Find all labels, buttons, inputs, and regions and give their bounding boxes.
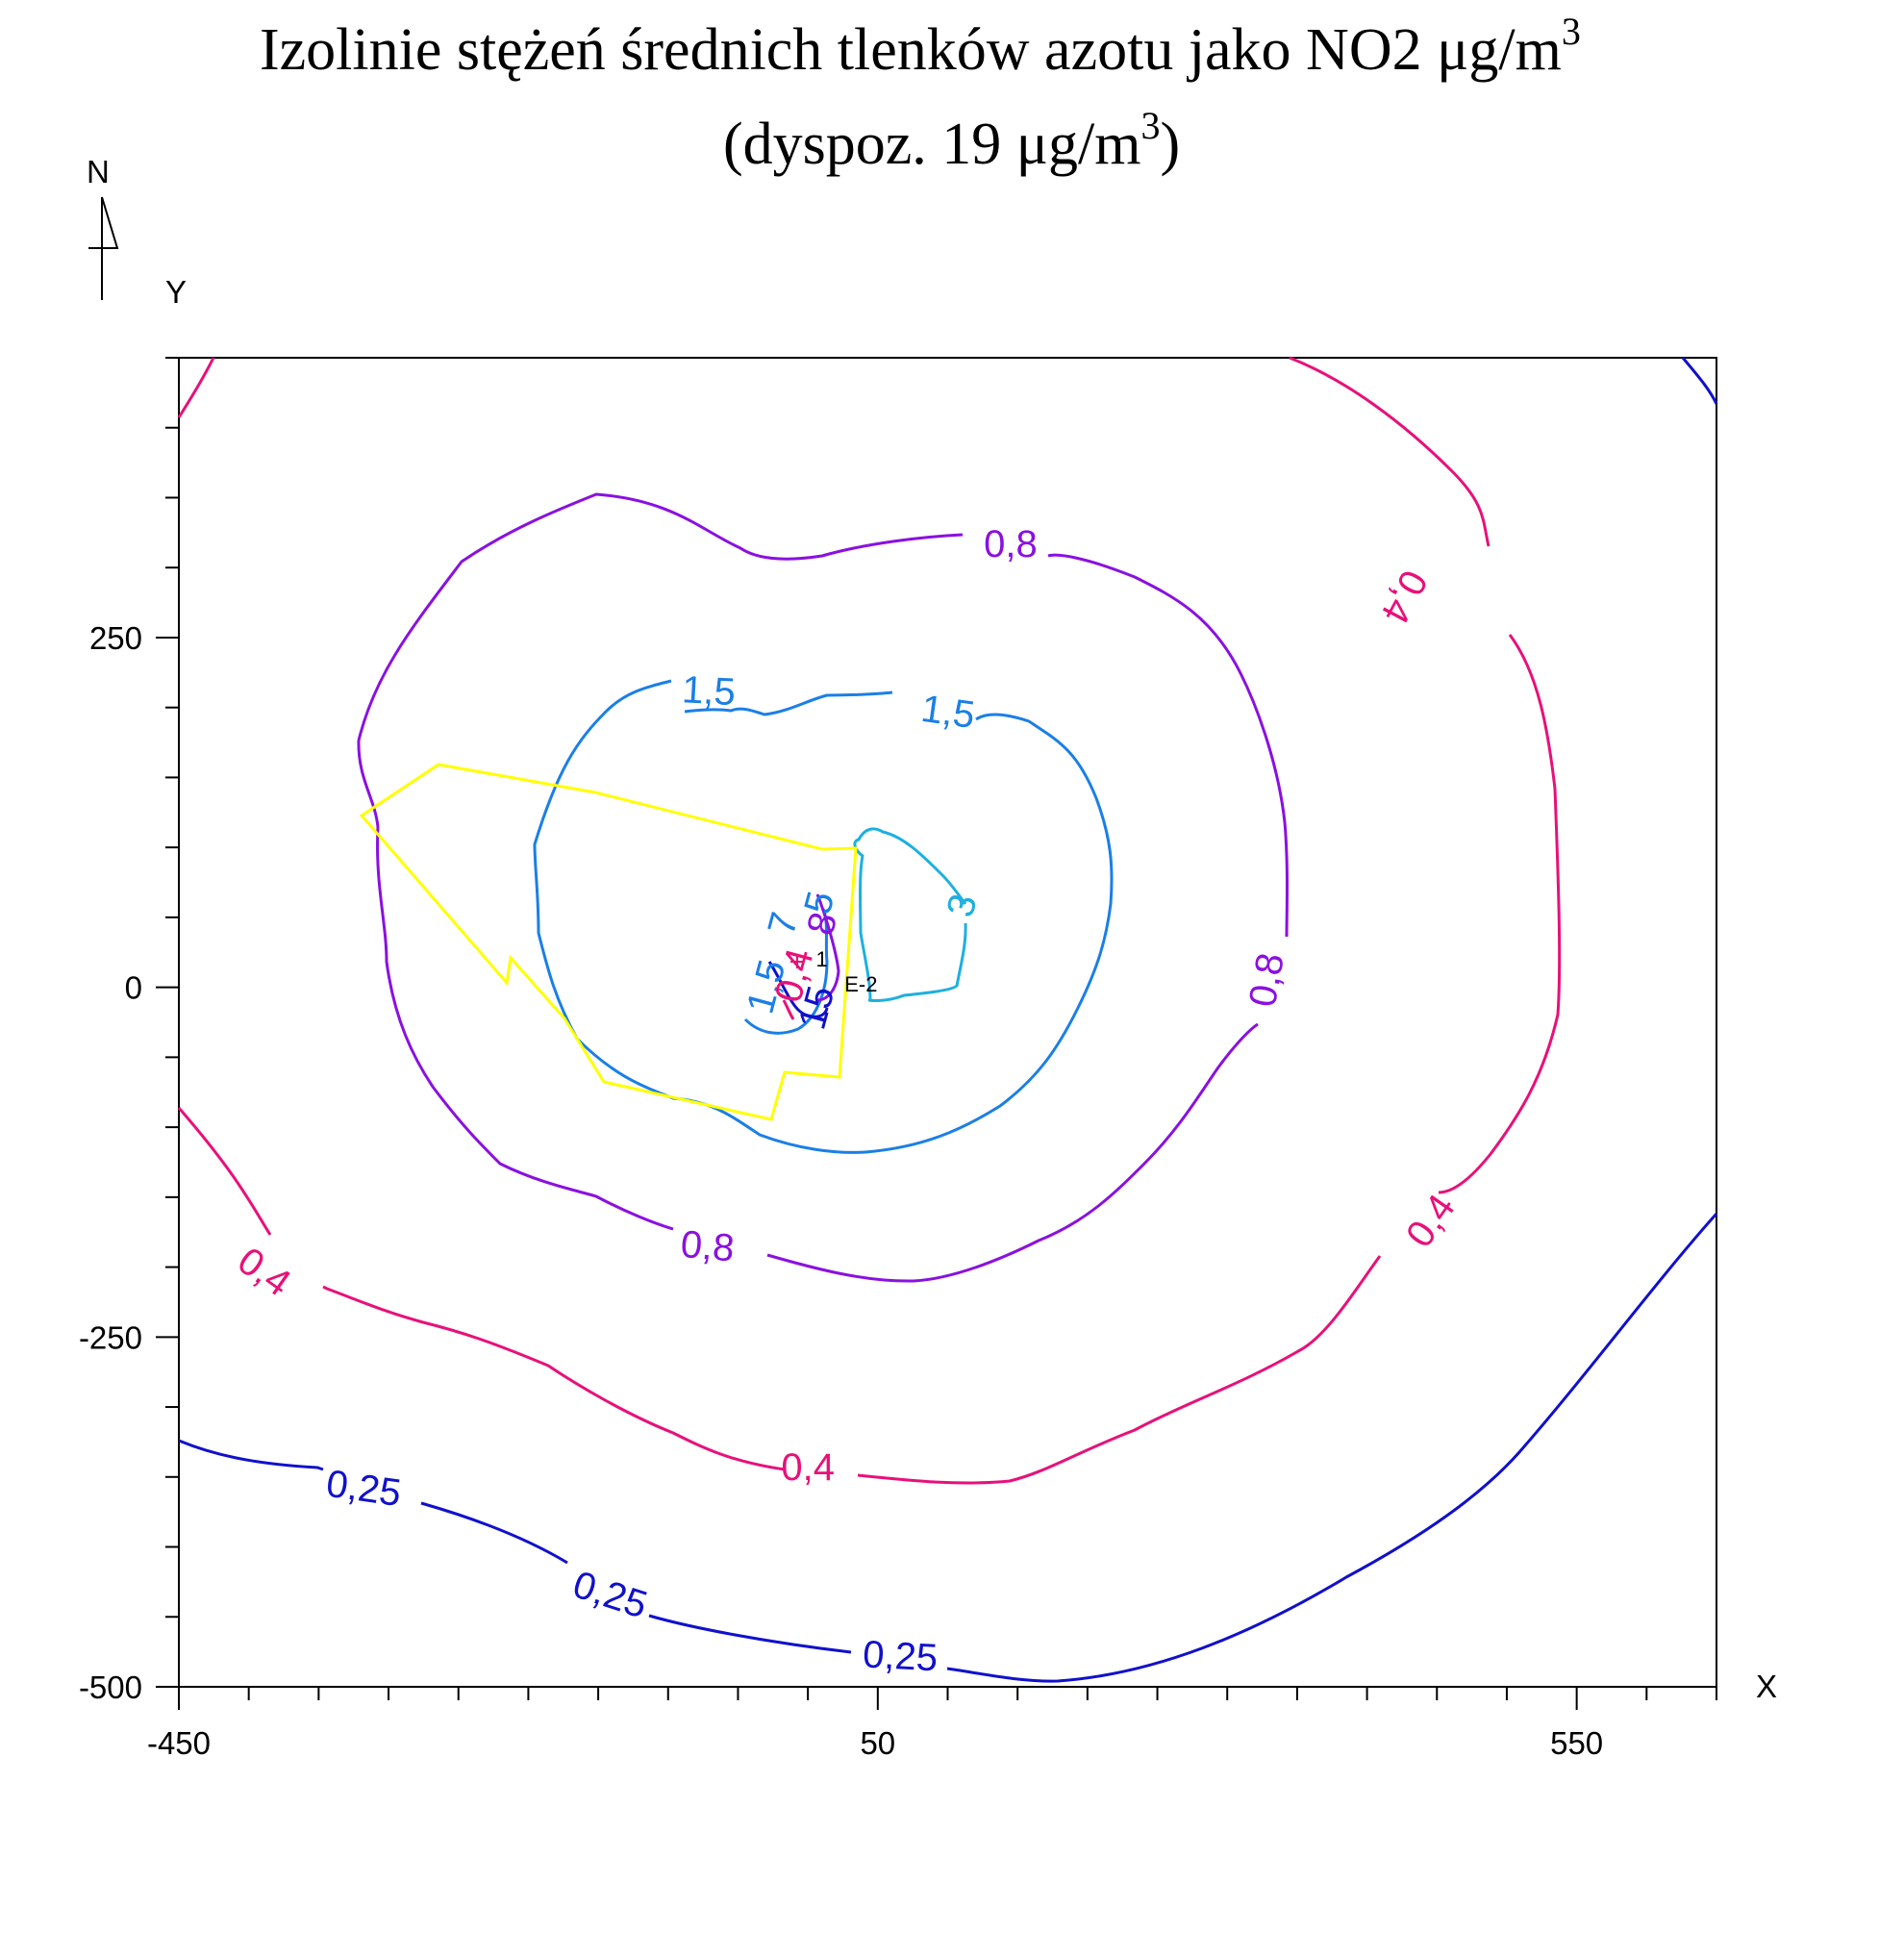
contour-label: 0,4 xyxy=(1398,1187,1464,1255)
small-contour-label: 1 xyxy=(816,947,828,971)
contour-0_25-corner xyxy=(1681,357,1718,405)
chart-title-line2: (dyspoz. 19 μg/m3) xyxy=(723,104,1180,177)
contour-0_25-bottom xyxy=(178,1213,1718,1683)
contour-inner-purple xyxy=(815,893,840,1002)
contour-label: 7 xyxy=(760,908,806,940)
contour-0_4-main xyxy=(177,356,1562,1485)
y-tick-label: 0 xyxy=(125,970,142,1006)
x-axis-label: X xyxy=(1756,1669,1777,1704)
contour-label: 0,4 xyxy=(230,1240,298,1305)
contour-label: 1,5 xyxy=(681,668,737,714)
y-tick-label: 250 xyxy=(89,620,142,656)
contour-label: 0,8 xyxy=(984,523,1038,565)
contour-label: 0,8 xyxy=(679,1223,736,1270)
y-axis-label: Y xyxy=(165,274,187,310)
north-label: N xyxy=(87,154,110,189)
y-tick-label: -500 xyxy=(79,1669,142,1705)
site-boundary xyxy=(359,763,858,1121)
contour-1_5 xyxy=(533,679,1114,1154)
contour-0_4-top-left xyxy=(177,357,215,418)
chart-title-line1: Izolinie stężeń średnich tlenków azotu j… xyxy=(260,10,1581,83)
contour-1_5-inner xyxy=(743,908,829,1035)
x-tick-label: 550 xyxy=(1550,1725,1603,1761)
contour-label: 0,25 xyxy=(568,1564,653,1627)
axis-tick-labels: -450 50 550 250 0 -250 -500 xyxy=(79,620,1603,1761)
contour-label: 0,8 xyxy=(1241,950,1292,1010)
x-tick-label: 50 xyxy=(860,1725,895,1761)
contours xyxy=(177,356,1718,1683)
small-contour-label: E-2 xyxy=(844,972,877,996)
y-tick-label: -250 xyxy=(79,1319,142,1355)
north-arrow-icon: N xyxy=(87,154,119,300)
contour-label: 0,25 xyxy=(324,1463,404,1515)
x-tick-label: -450 xyxy=(147,1725,211,1761)
contour-3 xyxy=(853,827,967,1003)
contour-inner-blue xyxy=(767,961,829,1018)
plot-frame xyxy=(178,357,1717,1688)
contour-0_8 xyxy=(357,492,1289,1283)
contour-inner-pink xyxy=(782,999,795,1020)
axis-ticks xyxy=(156,357,1717,1710)
contour-labels: 0,25 0,25 0,25 0,4 0,4 0,4 0,4 0,8 0,8 0,8 1,5 1,5 1… xyxy=(230,523,1464,1680)
contour-label: 0,4 xyxy=(781,1446,835,1489)
contour-label: 3 xyxy=(939,890,985,921)
contour-label: 0,4 xyxy=(1373,564,1436,631)
contour-label: 0,25 xyxy=(862,1633,939,1679)
contour-label: 1,5 xyxy=(918,688,977,737)
source-marker-icon xyxy=(790,955,804,968)
